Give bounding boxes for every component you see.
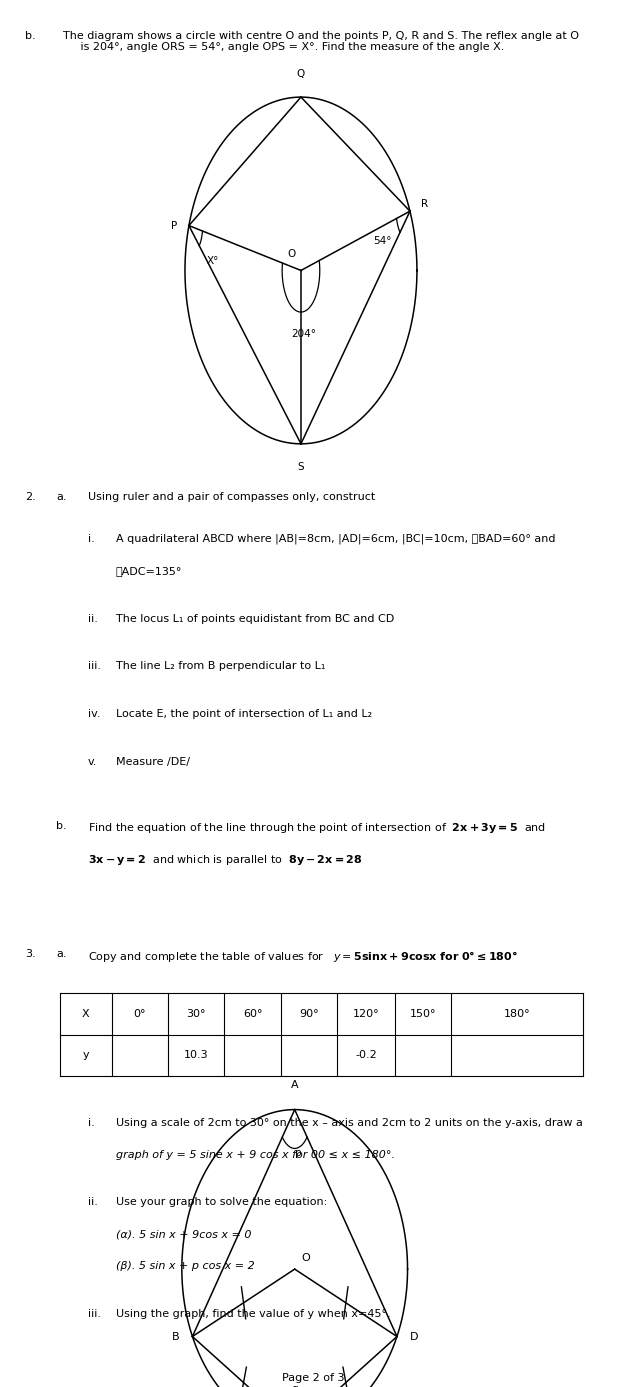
Text: 60°: 60° [243,1008,263,1019]
Text: Measure /DE/: Measure /DE/ [116,757,190,767]
Text: y: y [82,1050,89,1061]
Text: iii.: iii. [88,662,101,671]
Text: X°: X° [206,257,219,266]
Text: iv.: iv. [88,709,100,720]
Text: b.: b. [56,821,67,831]
Text: 〈ADC=135°: 〈ADC=135° [116,566,182,576]
Text: 180°: 180° [504,1008,530,1019]
Text: 204°: 204° [292,329,317,338]
Text: S: S [298,462,304,472]
Text: B: B [172,1332,179,1341]
Text: b.: b. [25,31,36,40]
Text: 30°: 30° [186,1008,206,1019]
Text: O: O [288,248,296,259]
Text: i.: i. [88,534,95,544]
Text: 10.3: 10.3 [184,1050,209,1061]
Text: i.: i. [88,1118,95,1128]
Text: Using ruler and a pair of compasses only, construct: Using ruler and a pair of compasses only… [88,492,375,502]
Text: D: D [410,1332,419,1341]
Text: Copy and complete the table of values for   $y = \mathbf{5sinx + 9cosx}$ $\mathb: Copy and complete the table of values fo… [88,949,518,964]
Text: 150°: 150° [410,1008,436,1019]
Text: P: P [171,221,177,230]
Text: ii.: ii. [88,613,98,624]
Text: Page 2 of 3: Page 2 of 3 [282,1373,345,1383]
Text: A: A [291,1080,298,1090]
Text: a.: a. [56,949,67,958]
Text: The locus L₁ of points equidistant from BC and CD: The locus L₁ of points equidistant from … [116,613,394,624]
Text: R: R [421,200,428,209]
Text: q: q [292,1384,298,1387]
Text: (α). 5 sin x + 9cos x = 0: (α). 5 sin x + 9cos x = 0 [116,1229,251,1240]
Text: ii.: ii. [88,1197,98,1208]
Text: O: O [301,1252,310,1264]
Text: Locate E, the point of intersection of L₁ and L₂: Locate E, the point of intersection of L… [116,709,372,720]
Text: Using the graph, find the value of y when x=45°.: Using the graph, find the value of y whe… [116,1309,391,1319]
Text: 3.: 3. [25,949,36,958]
Text: 54°: 54° [374,236,392,245]
Text: graph of y = 5 sine x + 9 cos x for 00 ≤ x ≤ 180°.: graph of y = 5 sine x + 9 cos x for 00 ≤… [116,1150,395,1160]
Text: 2.: 2. [25,492,36,502]
Text: 90°: 90° [299,1008,319,1019]
Text: Find the equation of the line through the point of intersection of  $\mathbf{2x : Find the equation of the line through th… [88,821,546,835]
Text: A quadrilateral ABCD where |AB|=8cm, |AD|=6cm, |BC|=10cm, 〈BAD=60° and: A quadrilateral ABCD where |AB|=8cm, |AD… [116,534,556,544]
Text: Q: Q [297,69,305,79]
Text: v.: v. [88,757,97,767]
Text: p: p [295,1148,302,1158]
Text: $\mathbf{3x - y = 2}$  and which is parallel to  $\mathbf{8y - 2x = 28}$: $\mathbf{3x - y = 2}$ and which is paral… [88,853,362,867]
Text: X: X [82,1008,90,1019]
Text: The diagram shows a circle with centre O and the points P, Q, R and S. The refle: The diagram shows a circle with centre O… [63,31,579,53]
Text: 0°: 0° [134,1008,146,1019]
Text: iii.: iii. [88,1309,101,1319]
Text: 120°: 120° [353,1008,379,1019]
Text: The line L₂ from B perpendicular to L₁: The line L₂ from B perpendicular to L₁ [116,662,325,671]
Text: a.: a. [56,492,67,502]
Text: (β). 5 sin x + p cos x = 2: (β). 5 sin x + p cos x = 2 [116,1261,255,1272]
Text: Using a scale of 2cm to 30° on the x – axis and 2cm to 2 units on the y-axis, dr: Using a scale of 2cm to 30° on the x – a… [116,1118,583,1128]
Text: Use your graph to solve the equation:: Use your graph to solve the equation: [116,1197,327,1208]
Text: -0.2: -0.2 [356,1050,377,1061]
